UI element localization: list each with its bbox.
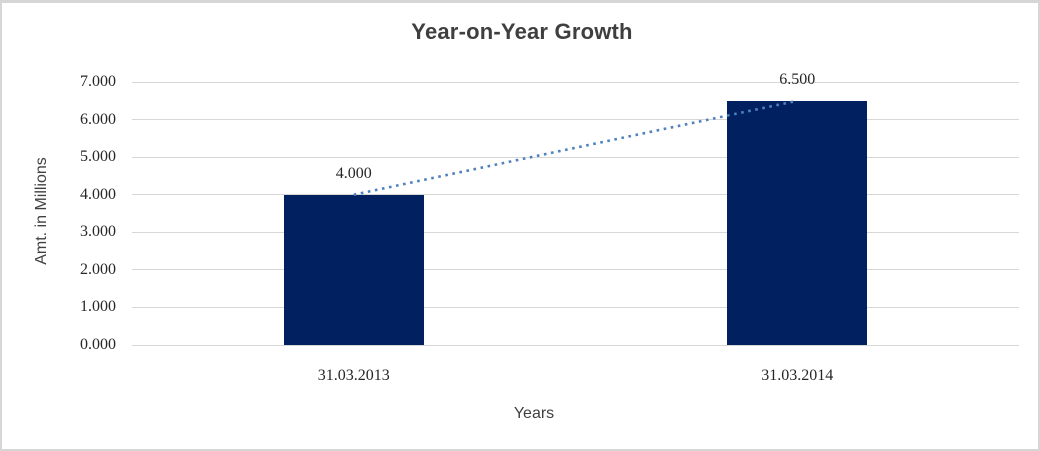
gridline	[132, 231, 1019, 233]
x-axis-category-label: 31.03.2014	[761, 367, 834, 384]
y-axis-tick-label: 5.000	[80, 148, 116, 166]
x-axis-category-label: 31.03.2013	[317, 367, 390, 384]
y-axis-tick-label: 7.000	[80, 73, 116, 90]
y-axis-tick-label: 4.000	[80, 185, 116, 203]
y-axis-tick-label: 1.000	[80, 298, 116, 316]
y-axis-tick-label: 6.000	[80, 110, 116, 128]
gridline	[132, 194, 1019, 196]
bar-value-label: 6.500	[779, 70, 816, 88]
gridline	[132, 269, 1019, 271]
gridline	[132, 306, 1019, 308]
gridline	[132, 81, 1019, 83]
gridline	[132, 344, 1019, 346]
y-axis-title: Amt. in Millions	[33, 157, 50, 265]
gridline	[132, 156, 1019, 158]
chart-title: Year-on-Year Growth	[411, 19, 633, 44]
y-axis-tick-label: 2.000	[80, 260, 116, 278]
bar-value-label: 4.000	[335, 164, 372, 182]
gridline	[132, 119, 1019, 121]
bar-31.03.2013	[283, 194, 424, 345]
y-axis-tick-label: 0.000	[80, 336, 116, 353]
x-axis-title: Years	[513, 405, 555, 422]
y-axis-tick-label: 3.000	[80, 223, 116, 241]
bar-31.03.2014	[727, 100, 868, 345]
